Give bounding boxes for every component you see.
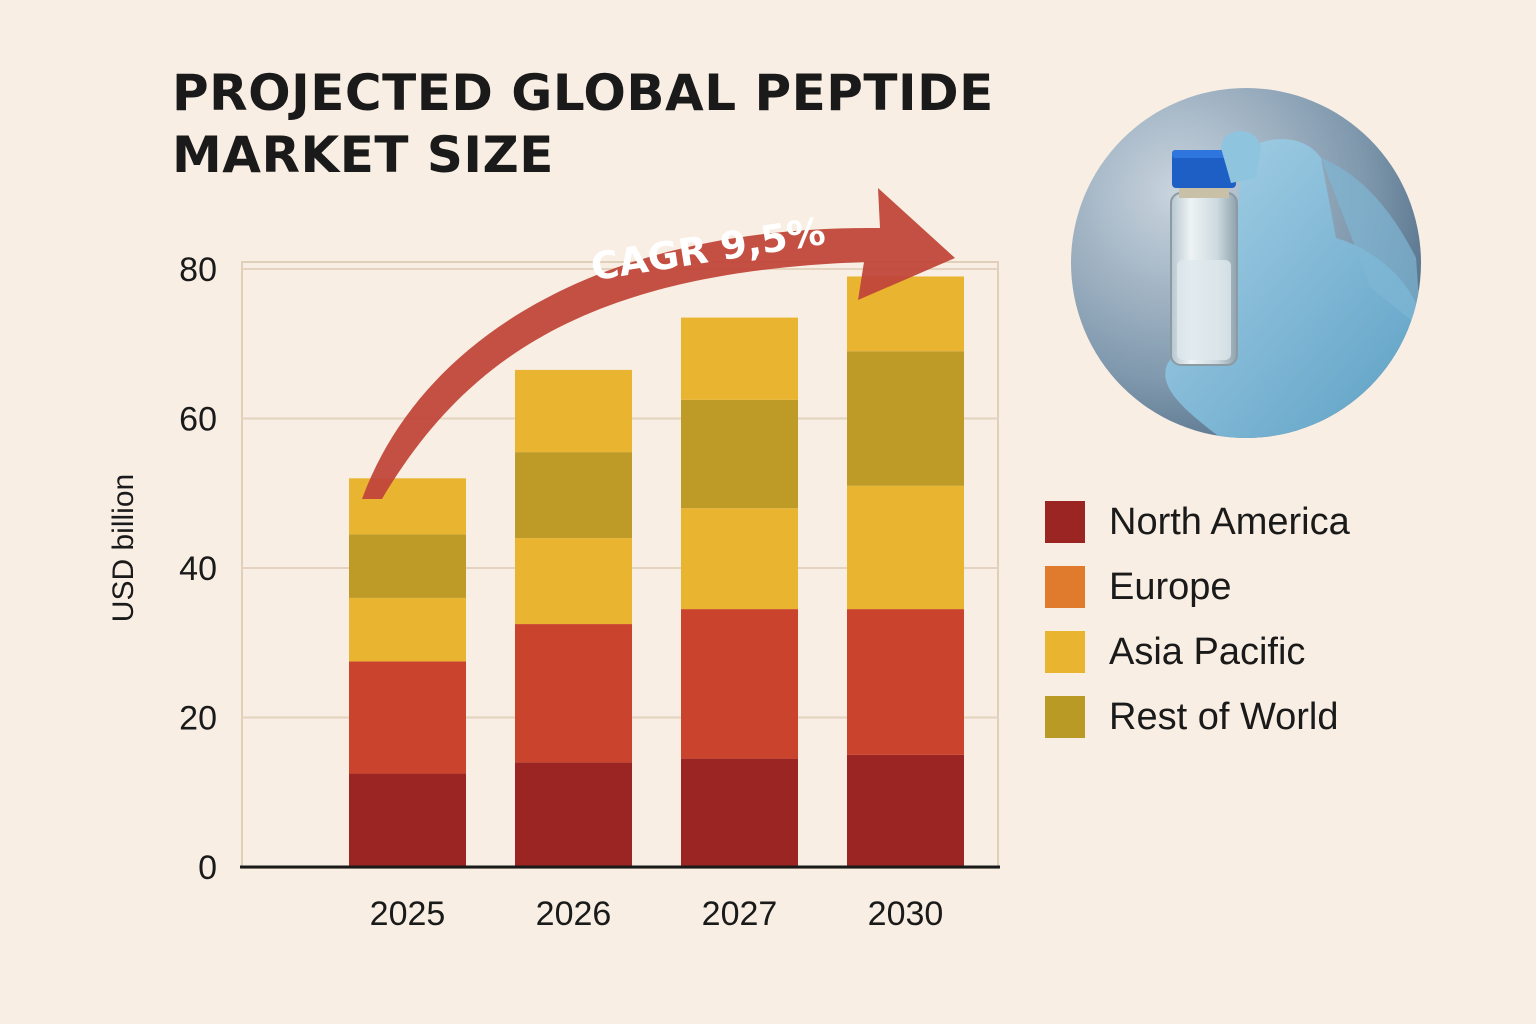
bar-segment-2026-rest-of-world <box>515 452 632 539</box>
title-line-1: PROJECTED GLOBAL PEPTIDE <box>172 64 994 122</box>
bar-segment-2026-top <box>515 369 632 453</box>
bar-segment-2030-asia-pacific <box>847 485 964 610</box>
bar-segment-2025-europe <box>349 661 466 774</box>
y-tick-label: 20 <box>179 700 217 738</box>
legend-item-europe: Europe <box>1045 565 1350 609</box>
legend-label: North America <box>1109 500 1350 543</box>
chart-title: PROJECTED GLOBAL PEPTIDE MARKET SIZE <box>172 62 994 186</box>
y-tick-label: 40 <box>179 550 217 588</box>
y-tick-label: 0 <box>198 849 217 887</box>
bar-segment-2027-asia-pacific <box>681 508 798 610</box>
legend-item-rest-of-world: Rest of World <box>1045 695 1350 739</box>
x-tick-label: 2025 <box>370 895 446 933</box>
bar-segment-2027-top <box>681 317 798 400</box>
legend: North America Europe Asia Pacific Rest of W… <box>1045 500 1350 760</box>
legend-swatch <box>1045 696 1085 738</box>
legend-item-north-america: North America <box>1045 500 1350 544</box>
legend-swatch <box>1045 631 1085 673</box>
legend-label: Rest of World <box>1109 695 1339 738</box>
bar-segment-2025-rest-of-world <box>349 534 466 598</box>
legend-label: Europe <box>1109 565 1232 608</box>
cagr-arrow <box>362 188 955 499</box>
y-tick-label: 80 <box>179 251 217 289</box>
bar-segment-2027-rest-of-world <box>681 399 798 509</box>
x-tick-label: 2026 <box>536 895 612 933</box>
x-tick-label: 2027 <box>702 895 778 933</box>
bar-segment-2030-rest-of-world <box>847 351 964 486</box>
bars <box>349 276 964 867</box>
legend-swatch <box>1045 501 1085 543</box>
bar-segment-2025-top <box>349 478 466 535</box>
y-tick-label: 60 <box>179 401 217 439</box>
bar-segment-2027-europe <box>681 609 798 759</box>
x-tick-labels: 2025 2026 2027 2030 <box>370 895 944 933</box>
bar-segment-2030-north-america <box>847 754 964 867</box>
legend-label: Asia Pacific <box>1109 630 1306 673</box>
bar-segment-2025-north-america <box>349 773 466 867</box>
bar-segment-2026-asia-pacific <box>515 538 632 625</box>
bar-segment-2025-asia-pacific <box>349 597 466 662</box>
title-line-2: MARKET SIZE <box>172 126 554 184</box>
bar-segment-2030-europe <box>847 609 964 755</box>
bar-segment-2026-north-america <box>515 762 632 867</box>
x-tick-label: 2030 <box>868 895 944 933</box>
y-tick-labels: 0 20 40 60 80 <box>179 251 217 887</box>
legend-swatch <box>1045 566 1085 608</box>
legend-item-asia-pacific: Asia Pacific <box>1045 630 1350 674</box>
bar-segment-2027-north-america <box>681 758 798 867</box>
vial-photo <box>1071 88 1421 438</box>
bar-segment-2026-europe <box>515 624 632 763</box>
